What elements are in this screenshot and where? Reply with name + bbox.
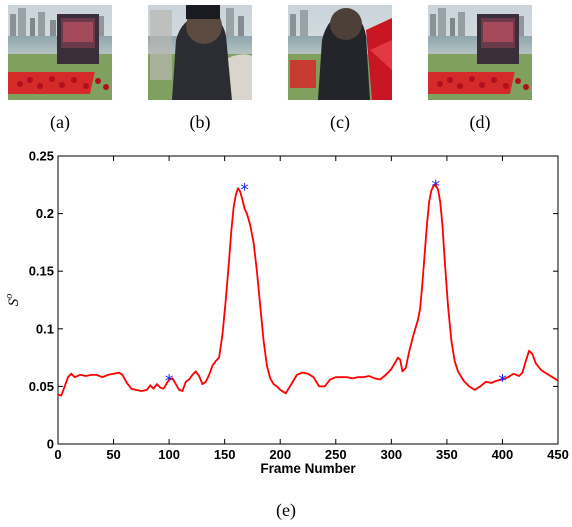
thumbnail-b <box>148 5 252 100</box>
y-tick-label: 0.2 <box>36 206 54 221</box>
y-axis-title: So <box>4 294 22 307</box>
y-tick-label: 0.15 <box>29 264 54 279</box>
thumbnail-caption-a: (a) <box>50 112 70 133</box>
x-tick-label: 450 <box>547 447 569 462</box>
y-tick-label: 0 <box>47 437 54 452</box>
marker-group: * * * * <box>165 177 507 392</box>
thumbnail-caption-b: (b) <box>190 112 211 133</box>
peak-marker: * <box>240 180 249 200</box>
x-tick-label: 200 <box>269 447 291 462</box>
line-chart: 0 0.05 0.1 0.15 0.2 0.25 0 50 100 150 200 250 300 35… <box>4 149 569 477</box>
chart-caption: (e) <box>276 500 296 521</box>
thumbnail-caption-d: (d) <box>470 112 491 133</box>
x-tick-label: 150 <box>214 447 236 462</box>
y-tick-label: 0.05 <box>29 379 54 394</box>
thumbnail-caption-c: (c) <box>330 112 350 133</box>
peak-marker: * <box>498 371 507 391</box>
x-tick-label: 350 <box>436 447 458 462</box>
y-tick-label: 0.25 <box>29 149 54 164</box>
thumbnail-c <box>288 5 392 100</box>
x-tick-label: 100 <box>158 447 180 462</box>
peak-marker: * <box>432 177 441 197</box>
y-axis: 0 0.05 0.1 0.15 0.2 0.25 <box>29 149 558 452</box>
x-tick-label: 50 <box>106 447 120 462</box>
series-line <box>57 183 559 397</box>
x-axis-title: Frame Number <box>260 461 356 476</box>
x-tick-label: 250 <box>325 447 347 462</box>
x-tick-label: 0 <box>54 447 61 462</box>
x-tick-label: 300 <box>380 447 402 462</box>
thumbnail-d <box>428 5 532 100</box>
x-tick-label: 400 <box>492 447 514 462</box>
y-tick-label: 0.1 <box>36 321 54 336</box>
thumbnail-a <box>8 5 112 100</box>
peak-marker: * <box>165 371 174 391</box>
x-axis: 0 50 100 150 200 250 300 350 400 450 <box>54 156 569 462</box>
plot-frame <box>57 155 559 445</box>
